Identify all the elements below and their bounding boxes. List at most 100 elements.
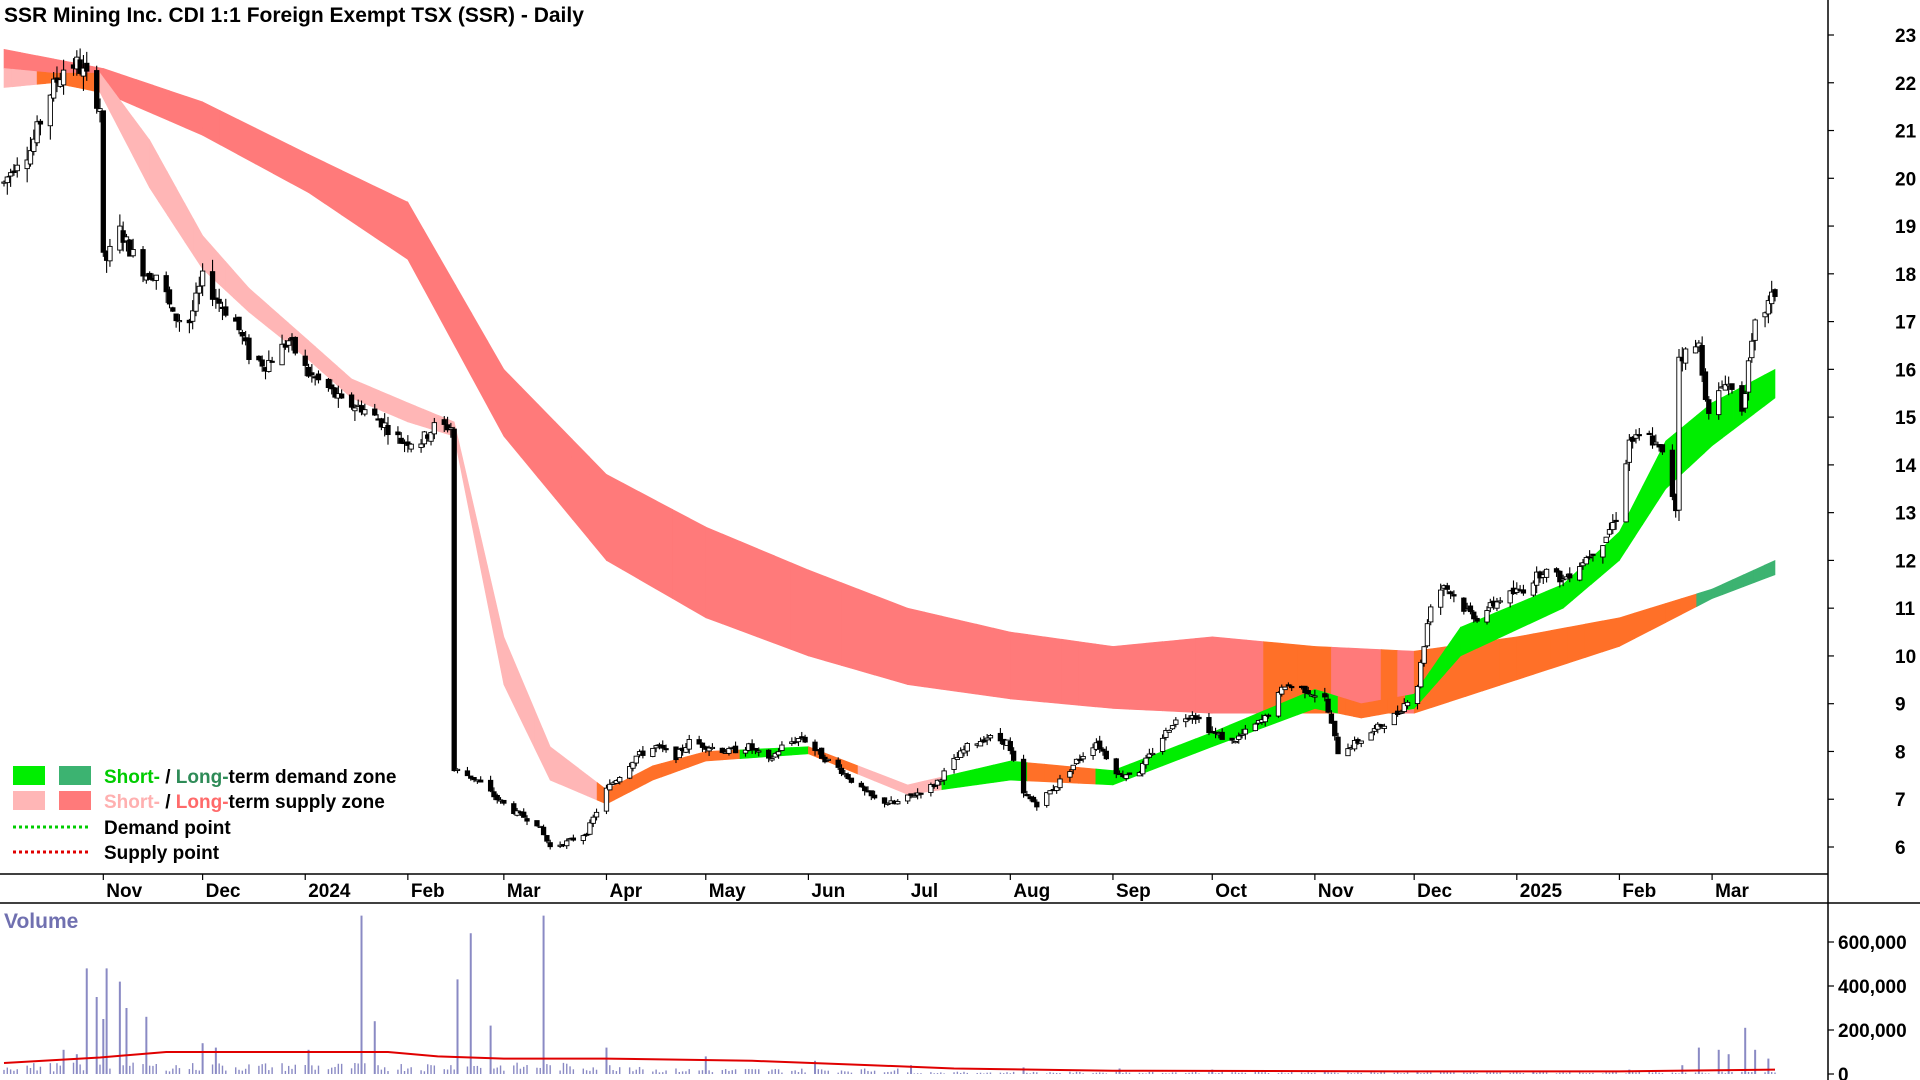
candle [583,832,590,837]
candle-body [1034,801,1040,808]
candle [84,51,90,81]
candle-body [395,431,401,436]
short-term-zone-segment [1095,768,1114,786]
candle [1447,590,1454,599]
candle-body [905,794,911,802]
candle [1289,684,1295,691]
candle-body [911,795,917,798]
candle-body [1716,390,1722,416]
candle [587,819,593,836]
candle [1173,717,1179,728]
candle-body [153,274,159,281]
candle [1520,584,1527,596]
candle-body [51,78,57,99]
candle [650,747,656,758]
long-term-zone-segment [606,473,624,571]
candle [1659,444,1666,455]
candle [487,775,494,793]
candle [1113,757,1119,779]
zone-bands [3,48,1776,805]
candle-body [954,756,961,760]
candle-body [590,816,596,824]
candle [1752,318,1758,351]
candle [441,416,447,433]
candle-body [871,794,878,799]
candle-body [451,428,457,772]
candle-body [1150,752,1156,756]
long-term-zone-segment [1602,617,1620,653]
candle [1534,566,1540,594]
candle [1676,348,1682,522]
candle [881,797,888,808]
candle-body [934,779,941,786]
short-term-zone-segment [1337,696,1347,716]
candle [1682,347,1689,370]
candle [14,157,20,178]
long-term-zone-segment [1499,636,1518,686]
candle-body [1289,686,1295,689]
candle-body [1428,606,1434,623]
candle-body [196,285,202,294]
candle [1507,589,1513,608]
candle-body [895,801,901,805]
candle [871,790,878,800]
short-term-zone-segment [11,68,21,88]
candle [835,757,841,770]
candle-body [570,837,577,841]
candle-body [766,749,772,759]
candle [385,416,391,445]
candle-body [775,751,782,756]
candle [779,741,785,752]
candle-body [941,770,947,781]
short-term-zone-segment [3,68,13,88]
candle-body [544,835,550,842]
price-tick-label: 22 [1895,74,1916,95]
candle-body [213,297,219,300]
candle [1275,691,1282,718]
candle-body [1100,748,1106,752]
time-tick-label: Dec [206,881,241,902]
candle-body [27,150,34,165]
candle-body [1368,732,1374,741]
candle [1418,659,1424,689]
candle-body [858,782,865,788]
candle-body [100,110,106,253]
candle-body [173,313,179,322]
candle-body [749,743,755,751]
candle [338,389,345,399]
long-term-zone-segment [1145,641,1163,712]
short-term-zone-segment [1078,767,1097,785]
candle [305,363,312,378]
candle [1328,710,1335,724]
long-term-zone-segment [1044,636,1062,705]
candle [1424,619,1431,648]
candle-body [1335,736,1341,755]
candle [1150,747,1156,756]
short-term-zone-segment [28,70,38,86]
volume-average-line [3,1051,1776,1073]
candle-body [1312,695,1318,698]
candle-body [1169,725,1176,730]
candle-body [166,289,173,305]
candle [1610,514,1616,535]
candle [802,734,808,744]
candle-body [34,121,40,144]
candle [1444,582,1450,595]
candle-body [1140,762,1146,775]
candle [663,744,669,753]
price-tick-label: 16 [1895,360,1916,381]
candle-body [431,422,437,435]
candle [170,306,176,313]
candle-body [964,743,970,752]
candle [478,776,484,783]
candle [1219,728,1225,740]
long-term-zone-segment [1516,633,1535,681]
long-term-zone-segment [1162,639,1180,712]
candle-body [1699,345,1705,376]
candle-body [84,62,90,72]
candle-body [1020,758,1027,794]
long-term-zone-segment [1246,639,1264,714]
price-tick-label: 11 [1895,599,1916,620]
candle-body [1752,319,1758,341]
candle [1335,732,1341,755]
